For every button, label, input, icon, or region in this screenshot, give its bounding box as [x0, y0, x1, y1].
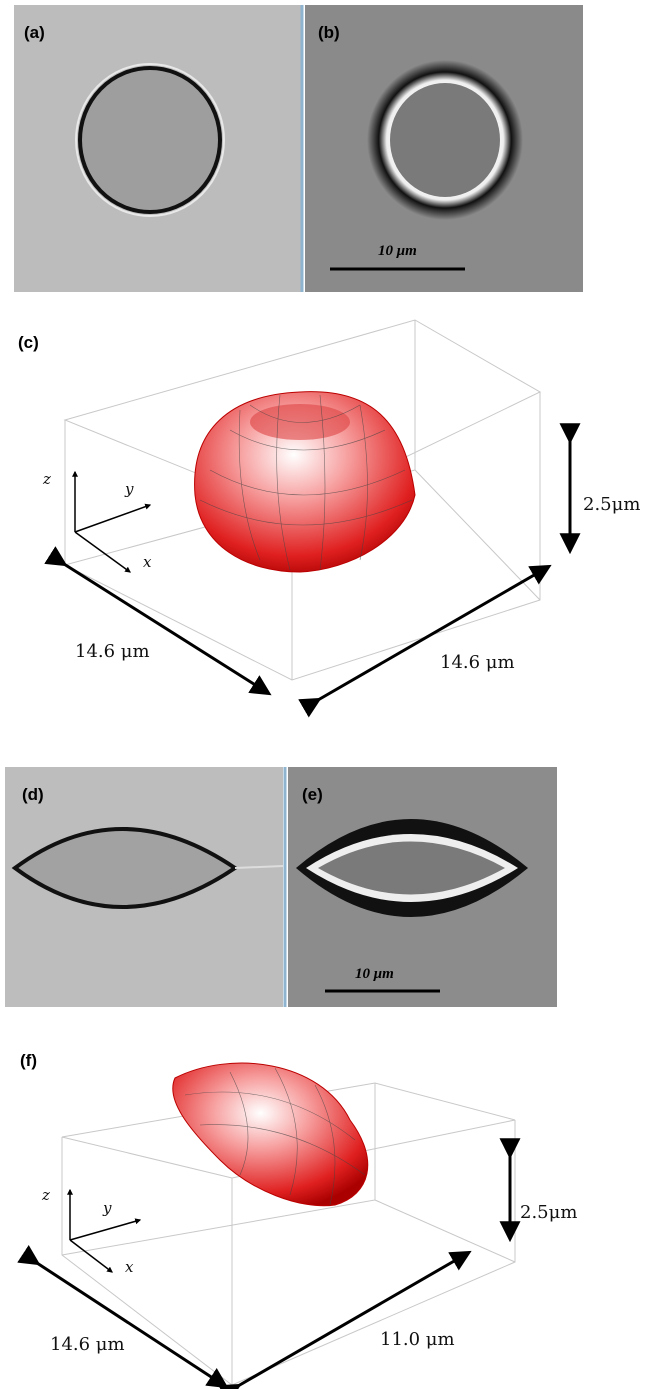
cell-core: [390, 83, 500, 197]
panel-label: (f): [20, 1051, 37, 1070]
dimension-label: 14.6 μm: [50, 1334, 125, 1355]
cell-surface: [173, 1063, 368, 1206]
panel-label: (a): [24, 23, 45, 42]
dimension-arrow: [37, 1263, 225, 1386]
axis-label: y: [102, 1199, 112, 1217]
dimension-label: 14.6 μm: [440, 652, 515, 673]
axis-label: x: [143, 553, 152, 571]
axis-x: [75, 532, 130, 572]
dimension-label: 2.5μm: [583, 494, 640, 515]
dimension-label: 11.0 μm: [380, 1329, 455, 1350]
scale-bar-label: 10 μm: [378, 243, 417, 259]
dimension-arrow: [64, 564, 268, 693]
dimension-arrow: [238, 1253, 468, 1386]
cell: [80, 68, 220, 212]
dimension-label: 14.6 μm: [75, 641, 150, 662]
panel-label: (e): [302, 785, 323, 804]
axis-label: y: [124, 480, 134, 498]
dimension-label: 2.5μm: [520, 1202, 577, 1223]
panel-label: (b): [318, 23, 340, 42]
dimension-arrow: [318, 567, 548, 700]
axis-y: [75, 505, 150, 532]
axis-label: z: [41, 1186, 50, 1204]
axis-label: x: [125, 1258, 134, 1276]
figure: (a) (b) 10 μm (c) z y x 2.5μm 14.6 μm 14…: [0, 0, 653, 1389]
axis-y: [70, 1220, 140, 1240]
axis-x: [70, 1240, 112, 1272]
panel-label: (c): [18, 333, 39, 352]
axis-label: z: [42, 470, 51, 488]
panel-label: (d): [22, 785, 44, 804]
cell-dimple: [250, 404, 350, 440]
scale-bar-label: 10 μm: [355, 966, 394, 982]
